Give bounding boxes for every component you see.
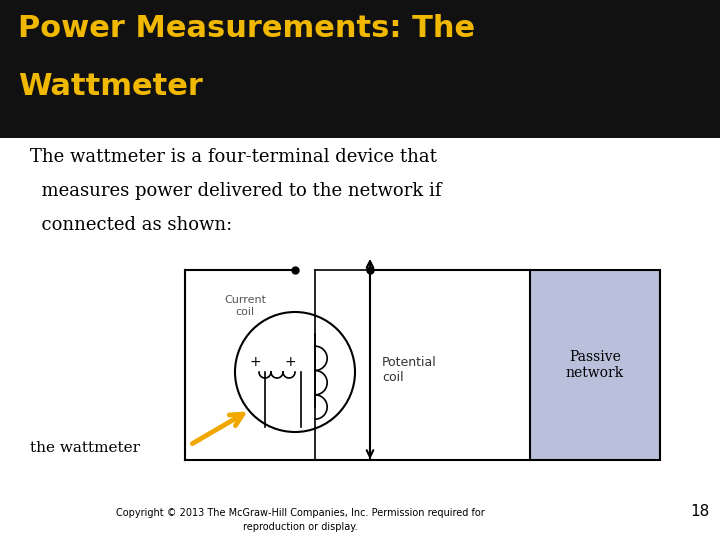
- Text: The wattmeter is a four-terminal device that: The wattmeter is a four-terminal device …: [30, 148, 437, 166]
- Text: Wattmeter: Wattmeter: [18, 72, 203, 101]
- Text: Power Measurements: The: Power Measurements: The: [18, 14, 475, 43]
- Text: +: +: [249, 355, 261, 369]
- Text: Current
coil: Current coil: [224, 295, 266, 316]
- Text: Passive
network: Passive network: [566, 350, 624, 380]
- Text: Copyright © 2013 The McGraw-Hill Companies, Inc. Permission required for
reprodu: Copyright © 2013 The McGraw-Hill Compani…: [116, 508, 485, 532]
- Text: measures power delivered to the network if: measures power delivered to the network …: [30, 182, 441, 200]
- Bar: [0, 0, 720, 138]
- Circle shape: [235, 312, 355, 432]
- Text: the wattmeter: the wattmeter: [30, 441, 140, 455]
- Text: connected as shown:: connected as shown:: [30, 216, 233, 234]
- Bar: [530, 270, 660, 460]
- Text: 18: 18: [690, 504, 710, 519]
- Text: Potential
coil: Potential coil: [382, 356, 437, 384]
- Text: +: +: [284, 355, 296, 369]
